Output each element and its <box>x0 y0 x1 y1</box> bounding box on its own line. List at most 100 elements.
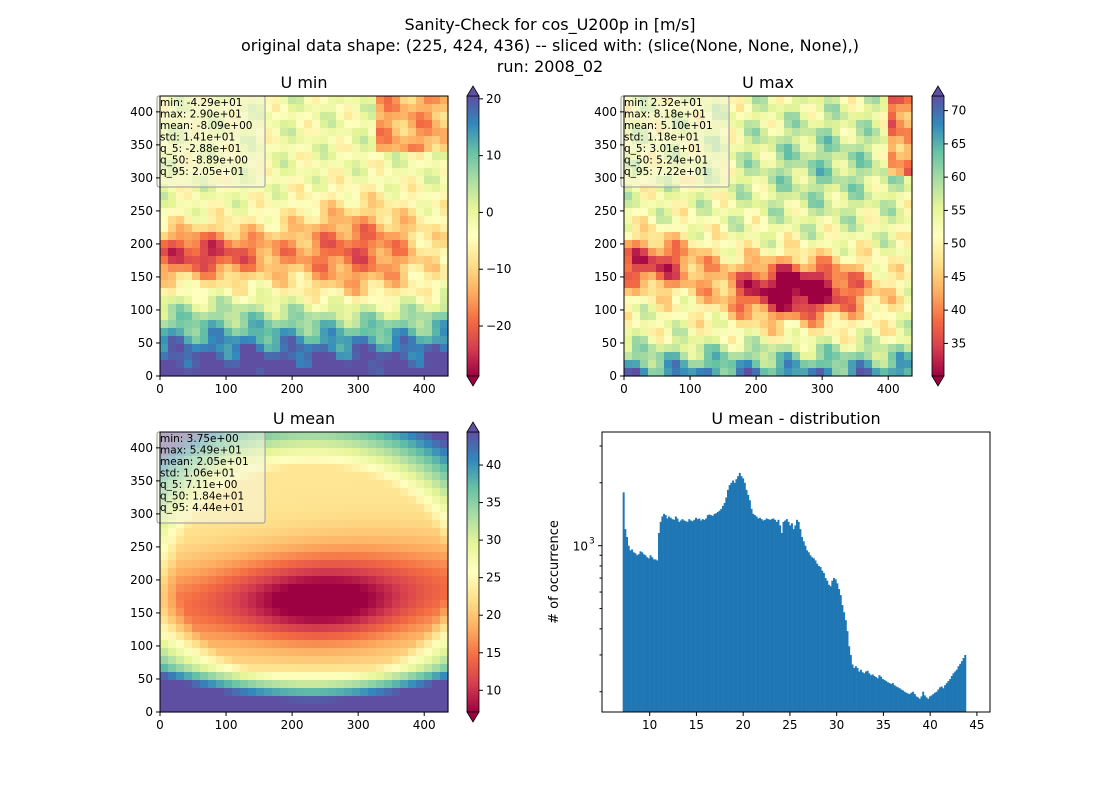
heatmap-cell <box>312 704 321 713</box>
heatmap-cell <box>240 208 249 217</box>
histogram-bar <box>647 558 650 712</box>
heatmap-cell <box>440 304 449 313</box>
heatmap-cell <box>272 200 281 209</box>
heatmap-cell <box>440 496 449 505</box>
heatmap-cell <box>800 152 809 161</box>
histogram-bar <box>907 693 910 712</box>
heatmap-cell <box>280 448 289 457</box>
heatmap-cell <box>768 320 777 329</box>
heatmap-cell <box>176 696 185 705</box>
heatmap-cell <box>848 184 857 193</box>
histogram-bar <box>868 673 871 712</box>
heatmap-cell <box>328 256 337 265</box>
heatmap-cell <box>664 328 673 337</box>
heatmap-cell <box>400 160 409 169</box>
heatmap-cell <box>232 352 241 361</box>
histogram-bar <box>742 478 745 712</box>
heatmap-cell <box>360 704 369 713</box>
heatmap-cell <box>728 184 737 193</box>
heatmap-cell <box>432 608 441 617</box>
heatmap-cell <box>760 352 769 361</box>
heatmap-cell <box>328 176 337 185</box>
heatmap-cell <box>184 232 193 241</box>
heatmap-cell <box>440 440 449 449</box>
heatmap-cell <box>344 192 353 201</box>
heatmap-cell <box>680 336 689 345</box>
heatmap-cell <box>360 280 369 289</box>
heatmap-cell <box>424 520 433 529</box>
heatmap-cell <box>368 536 377 545</box>
heatmap-cell <box>832 104 841 113</box>
heatmap-cell <box>424 232 433 241</box>
heatmap-cell <box>632 208 641 217</box>
heatmap-cell <box>224 224 233 233</box>
heatmap-cell <box>408 232 417 241</box>
heatmap-cell <box>296 528 305 537</box>
histogram-bar <box>658 533 660 712</box>
heatmap-cell <box>432 368 441 377</box>
heatmap-cell <box>232 576 241 585</box>
heatmap-cell <box>384 680 393 689</box>
heatmap-cell <box>272 456 281 465</box>
heatmap-cell <box>232 616 241 625</box>
heatmap-cell <box>408 368 417 377</box>
heatmap-cell <box>656 288 665 297</box>
heatmap-cell <box>880 96 889 105</box>
heatmap-cell <box>304 448 313 457</box>
heatmap-cell <box>640 304 649 313</box>
heatmap-cell <box>264 312 273 321</box>
heatmap-cell <box>280 152 289 161</box>
heatmap-cell <box>288 696 297 705</box>
heatmap-cell <box>224 592 233 601</box>
heatmap-cell <box>184 280 193 289</box>
heatmap-cell <box>328 496 337 505</box>
heatmap-cell <box>752 120 761 129</box>
heatmap-cell <box>224 344 233 353</box>
heatmap-cell <box>776 248 785 257</box>
heatmap-cell <box>872 120 881 129</box>
heatmap-cell <box>240 640 249 649</box>
heatmap-cell <box>416 672 425 681</box>
heatmap-cell <box>184 672 193 681</box>
heatmap-cell <box>352 296 361 305</box>
heatmap-cell <box>240 576 249 585</box>
heatmap-cell <box>640 320 649 329</box>
heatmap-cell <box>264 280 273 289</box>
heatmap-cell <box>392 216 401 225</box>
heatmap-cell <box>896 312 905 321</box>
heatmap-cell <box>632 328 641 337</box>
heatmap-cell <box>704 344 713 353</box>
heatmap-cell <box>176 560 185 569</box>
heatmap-cell <box>272 520 281 529</box>
heatmap-cell <box>376 560 385 569</box>
heatmap-cell <box>296 352 305 361</box>
heatmap-cell <box>344 136 353 145</box>
heatmap-cell <box>264 600 273 609</box>
heatmap-cell <box>272 192 281 201</box>
heatmap-cell <box>400 368 409 377</box>
heatmap-cell <box>808 128 817 137</box>
heatmap-cell <box>224 600 233 609</box>
heatmap-cell <box>168 544 177 553</box>
heatmap-cell <box>440 640 449 649</box>
heatmap-cell <box>848 192 857 201</box>
heatmap-cell <box>216 592 225 601</box>
histogram-bar <box>858 671 861 712</box>
heatmap-cell <box>400 168 409 177</box>
heatmap-cell <box>280 488 289 497</box>
x-tick-label: 15 <box>689 718 704 732</box>
heatmap-cell <box>336 664 345 673</box>
heatmap-cell <box>768 160 777 169</box>
heatmap-cell <box>768 280 777 289</box>
heatmap-cell <box>744 232 753 241</box>
heatmap-cell <box>320 144 329 153</box>
heatmap-cell <box>408 664 417 673</box>
heatmap-cell <box>424 472 433 481</box>
heatmap-cell <box>288 304 297 313</box>
heatmap-cell <box>352 448 361 457</box>
heatmap-cell <box>416 656 425 665</box>
heatmap-cell <box>192 344 201 353</box>
heatmap-cell <box>328 328 337 337</box>
heatmap-cell <box>344 208 353 217</box>
heatmap-cell <box>288 568 297 577</box>
